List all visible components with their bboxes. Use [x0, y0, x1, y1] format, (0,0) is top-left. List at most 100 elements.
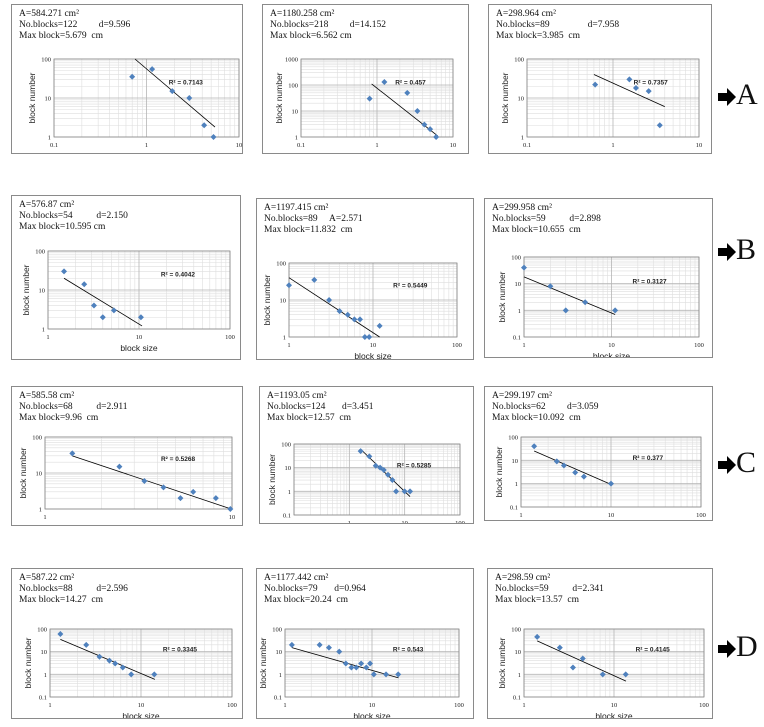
- chart-panel: A=585.58 cm² No.blocks=68 d=2.911 Max bloc…: [11, 386, 243, 526]
- arrow-right-icon: [718, 456, 736, 475]
- x-tick-label: 1: [145, 142, 148, 149]
- chart-panel: A=298.59 cm² No.blocks=59 d=2.341 Max bloc…: [487, 568, 713, 719]
- annotation-line: A=584.271 cm²: [19, 9, 79, 19]
- y-tick-label: 0.1: [513, 695, 521, 702]
- x-axis-label: block size: [595, 711, 633, 718]
- chart-annotation: A=1180.258 cm² No.blocks=218 d=14.152 Max …: [270, 9, 386, 42]
- x-axis-label: block size: [128, 151, 166, 153]
- r-squared-label: R² = 0.7357: [634, 80, 669, 87]
- data-point: [361, 334, 368, 340]
- annotation-line: No.blocks=79 d=0.964: [264, 584, 366, 594]
- plot-frame: [53, 58, 240, 138]
- chart-panel: A=299.197 cm² No.blocks=62 d=3.059 Max blo…: [484, 386, 713, 521]
- data-point: [560, 462, 567, 469]
- r-squared-label: R² = 0.457: [395, 80, 426, 87]
- chart-panel: A=587.22 cm² No.blocks=88 d=2.596 Max bloc…: [11, 568, 243, 719]
- y-tick-label: 10: [515, 649, 522, 656]
- data-point: [366, 453, 373, 460]
- row-label: D: [718, 630, 758, 664]
- y-tick-label: 100: [32, 435, 42, 442]
- trendline: [288, 277, 380, 338]
- data-point: [366, 334, 373, 340]
- data-point: [227, 506, 234, 512]
- data-point: [137, 314, 144, 321]
- data-point: [286, 282, 292, 289]
- annotation-line: No.blocks=89 A=2.571: [264, 214, 363, 224]
- r-squared-label: R² = 0.3127: [633, 278, 668, 285]
- y-tick-label: 10: [292, 109, 299, 116]
- y-axis-label: block number: [21, 264, 31, 315]
- data-point: [395, 671, 402, 678]
- y-axis-label: block number: [497, 637, 507, 688]
- x-tick-label: 100: [452, 342, 462, 349]
- annotation-line: Max block=10.595 cm: [19, 222, 106, 232]
- chart-panel: A=299.958 cm² No.blocks=59 d=2.898 Max blo…: [484, 198, 713, 358]
- data-point: [358, 660, 365, 667]
- trendline: [593, 74, 665, 108]
- y-tick-label: 10: [512, 458, 519, 465]
- data-point: [385, 471, 392, 478]
- y-axis-label: block number: [258, 637, 268, 688]
- data-point: [81, 281, 88, 288]
- data-point: [116, 463, 123, 470]
- row-label: B: [718, 233, 756, 267]
- data-point: [353, 664, 360, 671]
- annotation-line: A=1177.442 cm²: [264, 573, 329, 583]
- y-tick-label: 1: [295, 135, 298, 142]
- plot-frame: [526, 58, 700, 138]
- data-point: [414, 108, 421, 114]
- data-point: [177, 495, 184, 502]
- x-tick-label: 10: [138, 702, 145, 709]
- data-point: [119, 664, 126, 671]
- data-point: [212, 495, 219, 502]
- annotation-line: A=298.964 cm²: [496, 9, 556, 19]
- data-point: [99, 314, 106, 321]
- data-point: [326, 297, 333, 303]
- trendline: [63, 277, 143, 327]
- y-tick-label: 10: [285, 465, 292, 472]
- x-tick-label: 1: [519, 512, 522, 519]
- data-point: [61, 268, 68, 275]
- data-point: [57, 631, 64, 638]
- annotation-line: Max block=13.57 cm: [495, 595, 579, 605]
- annotation-line: No.blocks=68 d=2.911: [19, 402, 128, 412]
- x-tick-label: 10: [608, 512, 615, 519]
- x-tick-label: 10: [369, 702, 376, 709]
- y-tick-label: 10: [41, 649, 48, 656]
- y-axis-label: block number: [500, 72, 510, 123]
- trendline: [536, 640, 627, 682]
- y-tick-label: 1: [518, 308, 521, 315]
- r-squared-label: R² = 0.5449: [393, 282, 428, 289]
- y-tick-label: 1: [42, 327, 45, 334]
- x-tick-label: 10: [236, 142, 242, 149]
- data-point: [83, 641, 90, 648]
- data-point: [569, 664, 576, 671]
- chart-annotation: A=1197.415 cm² No.blocks=89 A=2.571 Max bl…: [264, 203, 363, 236]
- data-point: [612, 307, 619, 314]
- annotation-line: No.blocks=88 d=2.596: [19, 584, 128, 594]
- y-tick-label: 1: [279, 672, 282, 679]
- x-axis-label: block size: [120, 523, 158, 525]
- annotation-line: A=576.87 cm²: [19, 200, 75, 210]
- data-point: [599, 671, 606, 678]
- x-tick-label: 0.1: [523, 142, 531, 149]
- annotation-line: No.blocks=59 d=2.341: [495, 584, 604, 594]
- row-label-text: A: [736, 78, 758, 111]
- x-tick-label: 10: [370, 342, 377, 349]
- data-point: [348, 664, 355, 671]
- trendline: [523, 276, 616, 315]
- x-axis-label: block size: [354, 351, 392, 359]
- arrow-right-icon: [718, 640, 736, 659]
- trendline: [60, 638, 156, 680]
- annotation-line: A=585.58 cm²: [19, 391, 75, 401]
- chart-panel: A=584.271 cm² No.blocks=122 d=9.596 Max bl…: [11, 4, 243, 154]
- x-tick-label: 0.1: [297, 142, 305, 149]
- plot-frame: [523, 628, 705, 698]
- chart-annotation: A=585.58 cm² No.blocks=68 d=2.911 Max bloc…: [19, 391, 128, 424]
- chart-panel: A=1197.415 cm² No.blocks=89 A=2.571 Max bl…: [256, 198, 474, 360]
- data-point: [608, 480, 614, 487]
- plot-frame: [44, 436, 233, 510]
